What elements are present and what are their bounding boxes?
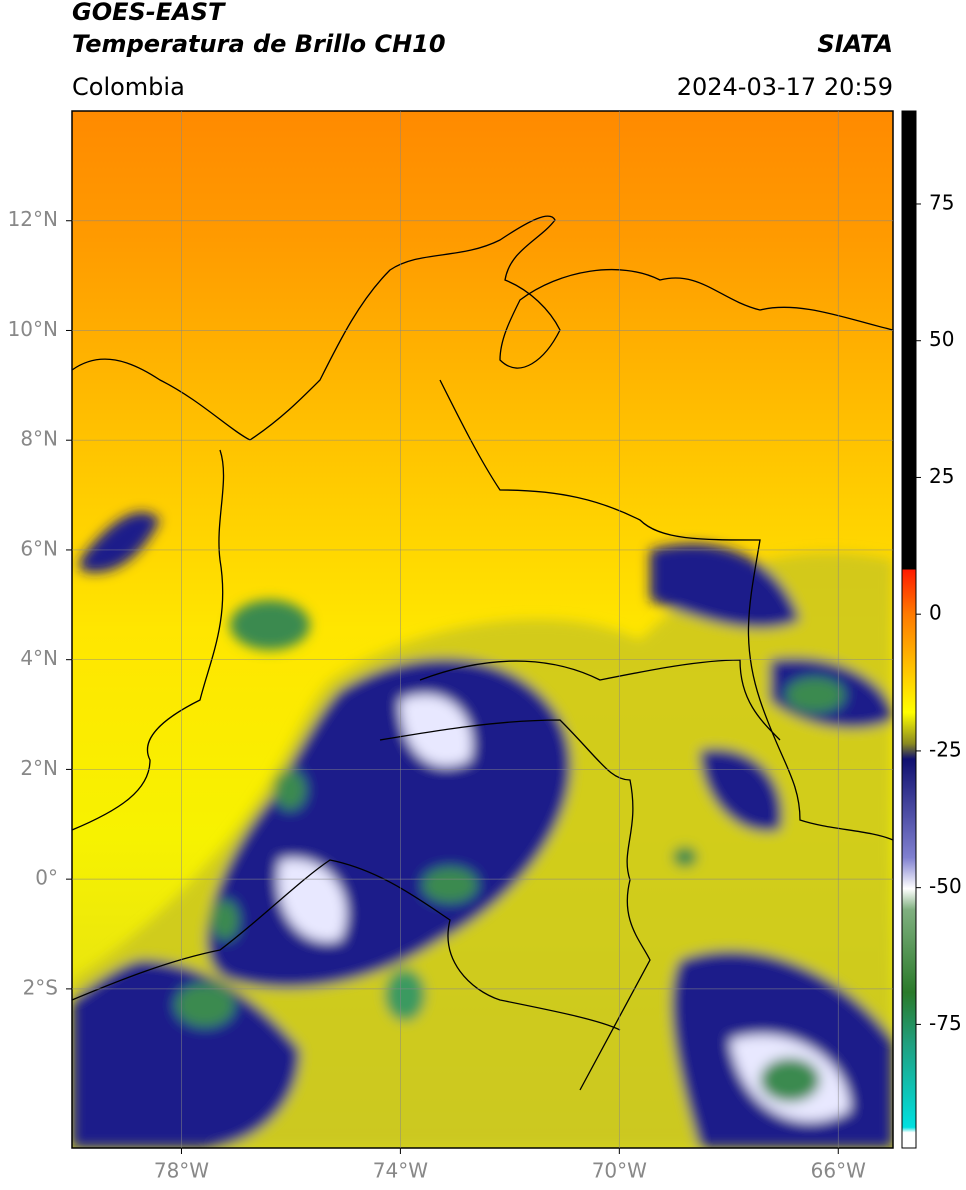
y-tick-label: 8°N bbox=[20, 427, 58, 451]
axis-labels: 78°W 74°W 70°W 66°W 12°N 10°N 8°N 6°N 4°N 2°N 0° 2°… bbox=[8, 207, 867, 1182]
colorbar-tick-label: 50 bbox=[929, 327, 954, 351]
colorbar-ticks: 75 50 25 0 -25 -50 -75 bbox=[916, 190, 962, 1035]
colorbar-tick-label: -75 bbox=[929, 1011, 962, 1035]
y-tick-label: 6°N bbox=[20, 536, 58, 560]
subtitle: Temperatura de Brillo CH10 bbox=[72, 30, 446, 58]
x-tick-label: 66°W bbox=[811, 1159, 866, 1183]
graticule bbox=[66, 111, 893, 1154]
colorbar bbox=[901, 110, 917, 1149]
x-tick-label: 70°W bbox=[592, 1159, 647, 1183]
colorbar-tick-label: 0 bbox=[929, 601, 942, 625]
x-tick-label: 74°W bbox=[373, 1159, 428, 1183]
timestamp: 2024-03-17 20:59 bbox=[677, 73, 893, 101]
region: Colombia bbox=[72, 73, 185, 101]
y-tick-label: 4°N bbox=[20, 646, 58, 670]
y-tick-label: 10°N bbox=[8, 317, 58, 341]
colorbar-tick-label: -50 bbox=[929, 874, 962, 898]
y-tick-label: 12°N bbox=[8, 207, 58, 231]
title: GOES-EAST bbox=[72, 0, 226, 26]
colorbar-tick-label: 75 bbox=[929, 190, 954, 214]
satellite-image bbox=[72, 111, 893, 1148]
y-tick-label: 2°S bbox=[23, 975, 58, 999]
colorbar-tick-label: 25 bbox=[929, 464, 954, 488]
y-tick-label: 2°N bbox=[20, 756, 58, 780]
y-tick-label: 0° bbox=[35, 866, 58, 890]
x-tick-label: 78°W bbox=[154, 1159, 209, 1183]
map-frame bbox=[71, 110, 894, 1149]
source: SIATA bbox=[817, 30, 893, 58]
colorbar-tick-label: -25 bbox=[929, 737, 962, 761]
